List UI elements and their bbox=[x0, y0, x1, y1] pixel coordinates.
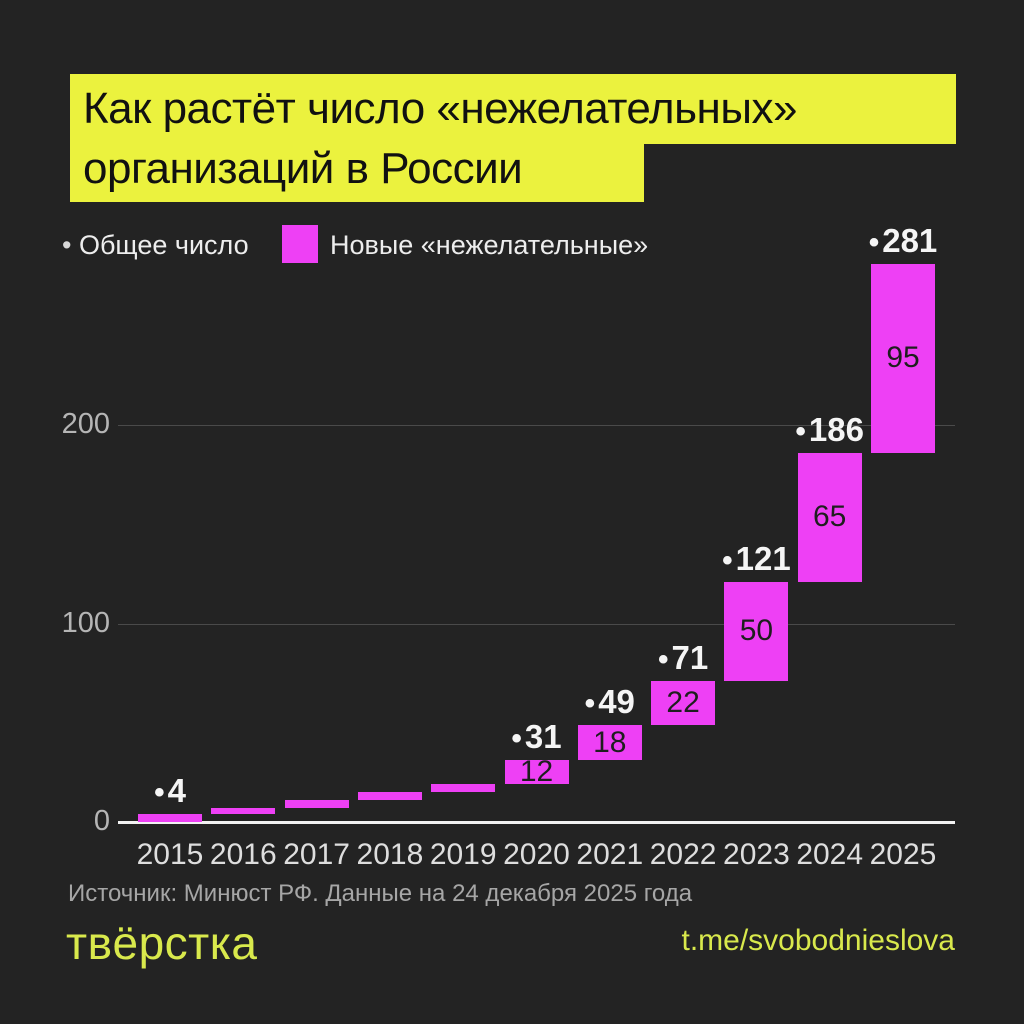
total-marker-dot: • bbox=[657, 643, 669, 677]
total-marker-dot: • bbox=[868, 226, 880, 260]
total-label-2021: •49 bbox=[584, 682, 635, 720]
x-tick-label-2015: 2015 bbox=[136, 838, 204, 871]
bar-2021: 18 bbox=[577, 724, 642, 761]
bar-2017 bbox=[284, 800, 349, 809]
source-note: Источник: Минюст РФ. Данные на 24 декабр… bbox=[68, 880, 693, 907]
total-label-2015: •4 bbox=[154, 772, 186, 810]
y-tick-label-200: 200 bbox=[61, 408, 110, 440]
bar-value-label-2023: 50 bbox=[739, 614, 774, 648]
y-tick-label-0: 0 bbox=[93, 805, 110, 837]
x-tick-label-2022: 2022 bbox=[649, 838, 717, 871]
x-tick-label-2023: 2023 bbox=[723, 838, 790, 871]
y-tick-label-100: 100 bbox=[61, 606, 110, 639]
total-label-2023: •121 bbox=[722, 539, 791, 577]
total-label-2020: •31 bbox=[511, 718, 562, 756]
total-label-2025: •281 bbox=[868, 222, 938, 260]
x-tick-label-2021: 2021 bbox=[576, 838, 644, 871]
legend-item-total: Общее число bbox=[62, 230, 249, 261]
page-title-line-2: организаций в России bbox=[70, 144, 644, 202]
bar-2016 bbox=[211, 808, 276, 815]
x-axis-line bbox=[118, 821, 955, 824]
bar-value-label-2020: 12 bbox=[519, 755, 554, 789]
total-marker-dot: • bbox=[795, 414, 806, 448]
bar-2019 bbox=[431, 784, 496, 793]
telegram-handle: t.me/svobodnieslova bbox=[681, 924, 956, 957]
bar-2020: 12 bbox=[504, 755, 569, 789]
bar-2015 bbox=[138, 814, 202, 822]
bar-2025: 95 bbox=[871, 264, 935, 453]
x-tick-label-2016: 2016 bbox=[209, 838, 277, 871]
bar-value-label-2025: 95 bbox=[886, 341, 920, 375]
bar-2022: 22 bbox=[651, 681, 716, 725]
bar-value-label-2024: 65 bbox=[813, 500, 847, 534]
bar-value-label-2021: 18 bbox=[593, 725, 627, 759]
gridline-100 bbox=[118, 623, 955, 625]
bar-2018 bbox=[357, 792, 422, 801]
gridline-200 bbox=[118, 425, 955, 426]
total-marker-dot: • bbox=[154, 776, 165, 810]
x-tick-label-2024: 2024 bbox=[796, 838, 864, 871]
legend-item-new: Новые «нежелательные» bbox=[330, 230, 649, 260]
total-label-2022: •71 bbox=[657, 639, 709, 677]
bar-value-label-2022: 22 bbox=[666, 685, 700, 719]
page-title-line-1: Как растёт число «нежелательных» bbox=[70, 74, 956, 144]
legend-swatch-new-icon bbox=[282, 225, 318, 263]
x-tick-label-2018: 2018 bbox=[356, 838, 424, 871]
bar-2024: 65 bbox=[797, 452, 862, 582]
verstka-logo: твёрстка bbox=[66, 917, 258, 969]
x-tick-label-2017: 2017 bbox=[283, 838, 350, 871]
total-marker-dot: • bbox=[511, 722, 522, 756]
x-tick-label-2019: 2019 bbox=[429, 838, 497, 871]
total-marker-dot: • bbox=[584, 686, 596, 720]
x-tick-label-2020: 2020 bbox=[503, 838, 570, 871]
total-label-2024: •186 bbox=[795, 410, 864, 448]
total-marker-dot: • bbox=[722, 543, 733, 577]
x-tick-label-2025: 2025 bbox=[869, 838, 937, 871]
bar-2023: 50 bbox=[724, 581, 789, 682]
